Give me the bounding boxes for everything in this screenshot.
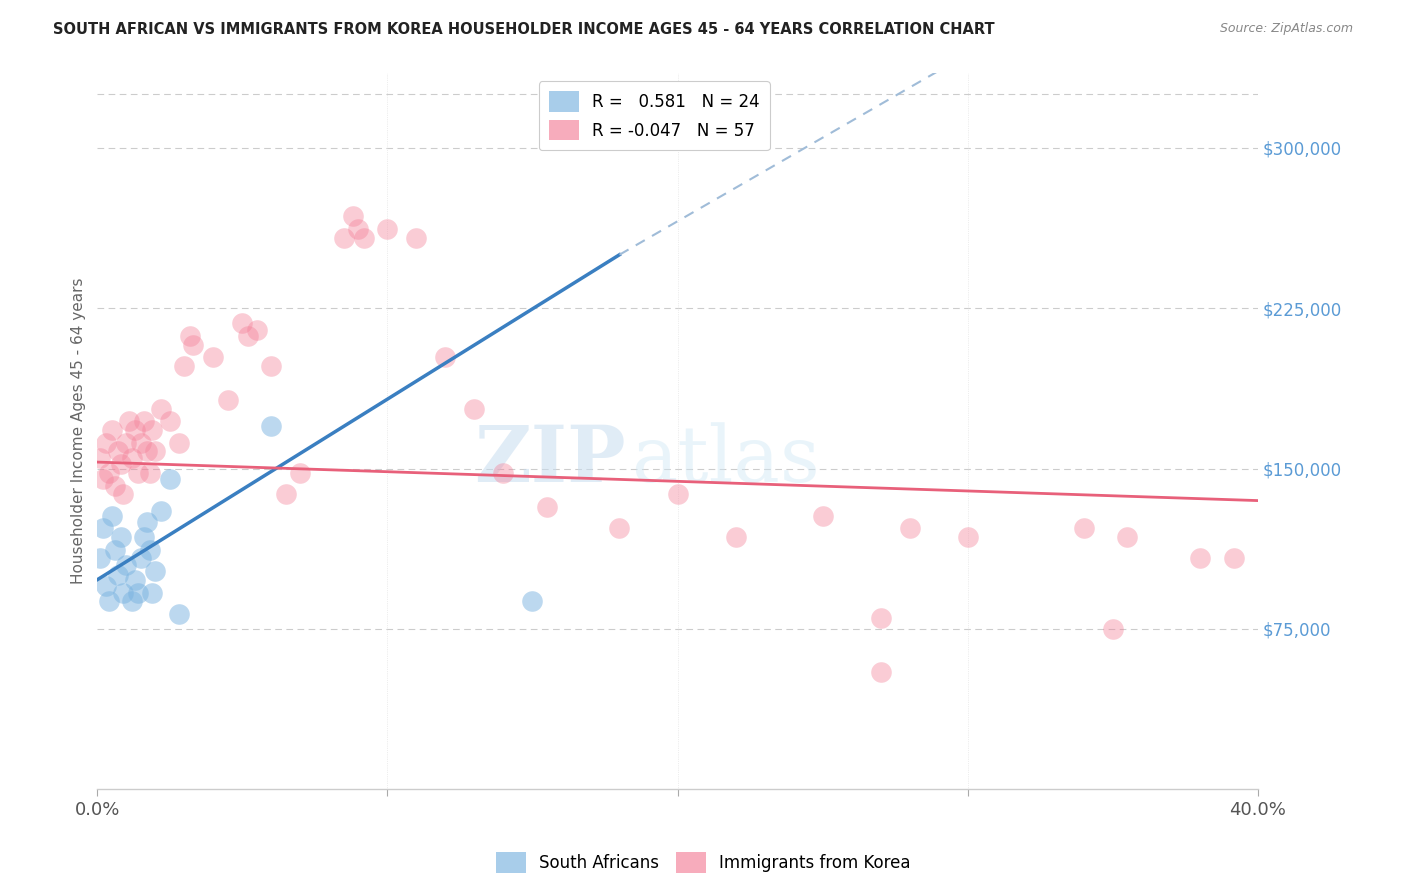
Text: SOUTH AFRICAN VS IMMIGRANTS FROM KOREA HOUSEHOLDER INCOME AGES 45 - 64 YEARS COR: SOUTH AFRICAN VS IMMIGRANTS FROM KOREA H… — [53, 22, 995, 37]
Point — [121, 594, 143, 608]
Point — [724, 530, 747, 544]
Point — [104, 542, 127, 557]
Point — [91, 521, 114, 535]
Point — [811, 508, 834, 523]
Point — [290, 466, 312, 480]
Point — [898, 521, 921, 535]
Point — [1116, 530, 1139, 544]
Point — [132, 530, 155, 544]
Point — [118, 415, 141, 429]
Point — [138, 542, 160, 557]
Point — [150, 401, 173, 416]
Point — [127, 585, 149, 599]
Point — [231, 316, 253, 330]
Point — [124, 423, 146, 437]
Point — [135, 515, 157, 529]
Point — [138, 466, 160, 480]
Point — [124, 573, 146, 587]
Point — [377, 222, 399, 236]
Point — [353, 230, 375, 244]
Point — [217, 393, 239, 408]
Point — [246, 322, 269, 336]
Point — [666, 487, 689, 501]
Legend: South Africans, Immigrants from Korea: South Africans, Immigrants from Korea — [489, 846, 917, 880]
Text: Source: ZipAtlas.com: Source: ZipAtlas.com — [1219, 22, 1353, 36]
Point — [434, 351, 457, 365]
Point — [342, 209, 364, 223]
Point — [869, 665, 891, 679]
Point — [347, 222, 370, 236]
Point — [522, 594, 544, 608]
Point — [94, 435, 117, 450]
Point — [104, 478, 127, 492]
Point — [141, 423, 163, 437]
Point — [110, 530, 132, 544]
Point — [101, 423, 124, 437]
Point — [463, 401, 485, 416]
Point — [145, 444, 167, 458]
Point — [145, 564, 167, 578]
Point — [1188, 551, 1211, 566]
Point — [115, 435, 138, 450]
Point — [167, 435, 190, 450]
Point — [167, 607, 190, 621]
Point — [89, 450, 111, 465]
Point — [135, 444, 157, 458]
Point — [97, 466, 120, 480]
Point — [159, 415, 181, 429]
Point — [112, 585, 135, 599]
Point — [97, 594, 120, 608]
Point — [869, 611, 891, 625]
Point — [127, 466, 149, 480]
Point — [107, 444, 129, 458]
Text: atlas: atlas — [631, 422, 820, 498]
Y-axis label: Householder Income Ages 45 - 64 years: Householder Income Ages 45 - 64 years — [72, 277, 86, 584]
Point — [129, 551, 152, 566]
Point — [202, 351, 225, 365]
Point — [492, 466, 515, 480]
Point — [1223, 551, 1246, 566]
Point — [94, 579, 117, 593]
Point — [536, 500, 558, 514]
Point — [132, 415, 155, 429]
Point — [1073, 521, 1095, 535]
Text: ZIP: ZIP — [474, 422, 626, 498]
Point — [112, 487, 135, 501]
Point — [956, 530, 979, 544]
Point — [173, 359, 195, 373]
Point — [101, 508, 124, 523]
Point — [141, 585, 163, 599]
Point — [260, 359, 283, 373]
Point — [91, 472, 114, 486]
Point — [609, 521, 631, 535]
Point — [89, 551, 111, 566]
Point — [260, 418, 283, 433]
Point — [179, 329, 201, 343]
Point — [159, 472, 181, 486]
Point — [107, 568, 129, 582]
Point — [129, 435, 152, 450]
Point — [238, 329, 260, 343]
Point — [1101, 622, 1123, 636]
Point — [274, 487, 297, 501]
Point — [405, 230, 427, 244]
Point — [110, 457, 132, 471]
Legend: R =   0.581   N = 24, R = -0.047   N = 57: R = 0.581 N = 24, R = -0.047 N = 57 — [538, 81, 770, 151]
Point — [150, 504, 173, 518]
Point — [115, 558, 138, 572]
Point — [181, 337, 204, 351]
Point — [121, 450, 143, 465]
Point — [333, 230, 356, 244]
